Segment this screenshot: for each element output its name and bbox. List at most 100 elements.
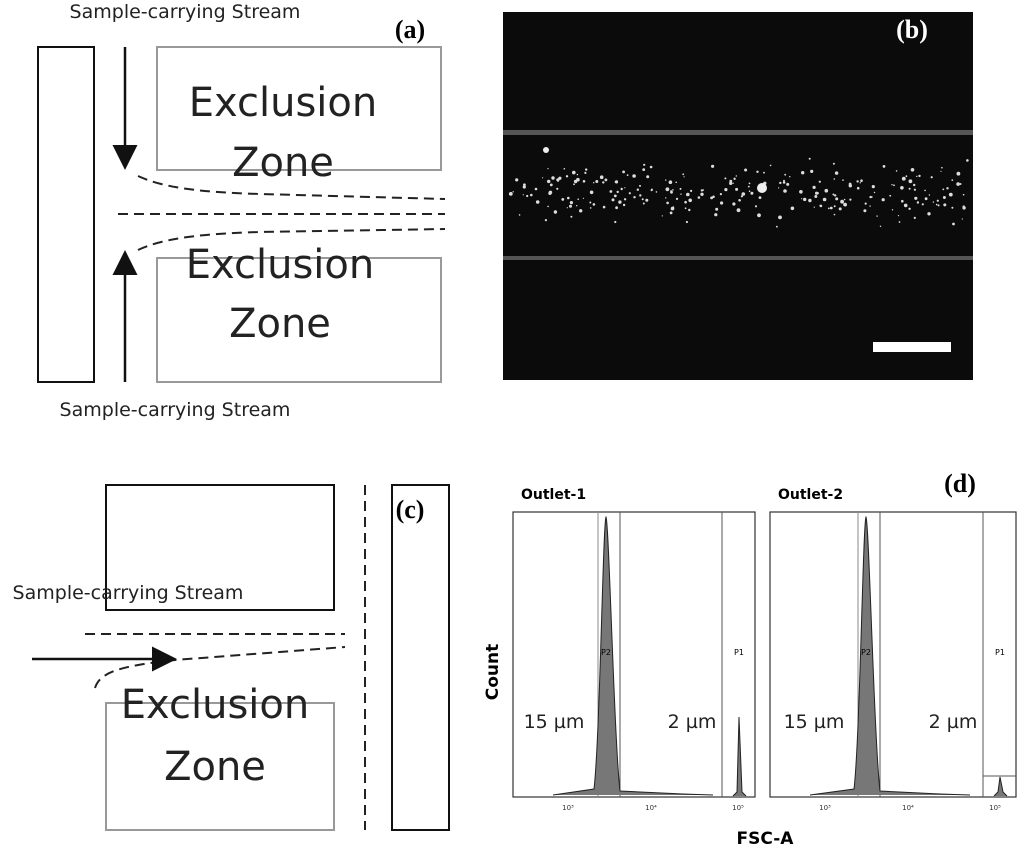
particle (782, 181, 786, 184)
scale-bar (873, 342, 951, 352)
particle (893, 184, 895, 187)
particle (914, 196, 918, 200)
particle (544, 219, 548, 222)
size-label: 2 µm (929, 711, 978, 733)
particle (551, 176, 555, 180)
box (105, 484, 335, 611)
particle (628, 192, 631, 195)
particle (573, 183, 575, 186)
panel-label: (c) (396, 495, 425, 524)
particle (776, 225, 778, 228)
particle (859, 182, 861, 184)
particle (910, 168, 915, 172)
particle (801, 171, 805, 175)
particle (930, 176, 933, 179)
particle (688, 208, 691, 212)
particle (510, 192, 513, 194)
particle (757, 213, 761, 218)
particle (724, 177, 727, 180)
particle (675, 197, 679, 200)
particle (813, 206, 815, 208)
particle (849, 198, 852, 201)
histogram-peak (552, 515, 714, 796)
particle (512, 191, 514, 193)
particle (523, 183, 526, 187)
channel-edge (503, 130, 973, 135)
particle (863, 209, 867, 213)
particle (680, 193, 682, 195)
particle (604, 178, 608, 182)
plot-title: Outlet-1 (521, 487, 586, 503)
particle (754, 205, 758, 208)
particle (769, 164, 772, 167)
particle (639, 194, 642, 197)
particle (966, 159, 969, 162)
particle (848, 182, 852, 186)
particle (556, 178, 560, 182)
particle (951, 179, 954, 182)
panel-label: (a) (395, 15, 425, 44)
particle (668, 180, 673, 184)
particle (643, 163, 646, 166)
particle (645, 198, 649, 202)
particle (622, 170, 625, 174)
particle (801, 198, 803, 200)
particle (916, 201, 920, 204)
particle (595, 180, 599, 183)
particle (843, 198, 846, 201)
particle (602, 205, 606, 209)
particle (646, 175, 650, 179)
particle (832, 193, 835, 196)
particle (908, 207, 911, 210)
particle (741, 192, 746, 196)
particle (940, 170, 942, 172)
particle (799, 190, 803, 194)
particle (956, 171, 961, 176)
particle (620, 187, 623, 191)
particle (582, 197, 585, 199)
particle (547, 205, 549, 208)
particle (535, 200, 540, 204)
particle (543, 147, 549, 153)
gate-label: P1 (734, 648, 744, 657)
particle (700, 192, 704, 196)
exclusion-box (156, 46, 442, 171)
particle (649, 165, 653, 169)
exclusion-box (105, 702, 335, 831)
particle (589, 207, 592, 209)
particle (860, 179, 863, 182)
particle (556, 187, 559, 190)
particle (824, 188, 829, 193)
particle (714, 213, 718, 217)
particle (901, 176, 906, 181)
particle (779, 181, 782, 185)
gate-label: P2 (601, 648, 611, 657)
particle (572, 170, 576, 175)
channel-edge (503, 256, 973, 260)
particle (810, 169, 814, 173)
particle (577, 198, 579, 200)
particle (901, 199, 904, 203)
particle (613, 194, 617, 198)
particle (784, 173, 787, 176)
particle (672, 206, 675, 209)
particle (918, 174, 921, 178)
particle (563, 168, 566, 170)
stream-label: Sample-carrying Stream (60, 399, 291, 421)
particle (942, 196, 946, 199)
particle (951, 206, 954, 209)
particle (829, 206, 833, 210)
particle (808, 198, 812, 203)
particle (916, 175, 918, 178)
particle (936, 199, 939, 202)
particle (895, 170, 898, 172)
particle (522, 185, 526, 189)
particle (924, 197, 928, 201)
gate-label: P1 (995, 648, 1005, 657)
particle (937, 204, 940, 207)
particle (626, 174, 629, 177)
particle (927, 212, 931, 216)
particle (876, 215, 878, 217)
particle (522, 194, 524, 196)
particle (569, 201, 574, 205)
